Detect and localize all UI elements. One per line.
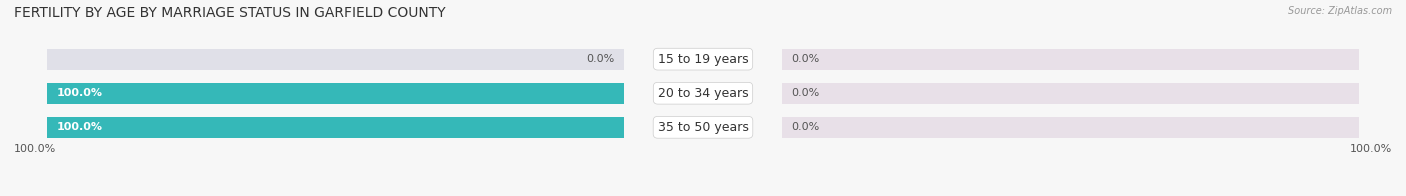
Bar — [46, 83, 624, 104]
Bar — [46, 117, 624, 138]
Text: 100.0%: 100.0% — [14, 144, 56, 154]
Bar — [782, 117, 1360, 138]
Text: 0.0%: 0.0% — [792, 54, 820, 64]
Text: 0.0%: 0.0% — [792, 122, 820, 132]
Text: 15 to 19 years: 15 to 19 years — [658, 53, 748, 66]
Text: 20 to 34 years: 20 to 34 years — [658, 87, 748, 100]
Text: 100.0%: 100.0% — [56, 88, 103, 98]
Text: 100.0%: 100.0% — [1350, 144, 1392, 154]
Bar — [782, 49, 1360, 70]
Bar — [46, 49, 624, 70]
Text: Source: ZipAtlas.com: Source: ZipAtlas.com — [1288, 6, 1392, 16]
Text: 35 to 50 years: 35 to 50 years — [658, 121, 748, 134]
Text: 0.0%: 0.0% — [792, 88, 820, 98]
Text: 0.0%: 0.0% — [586, 54, 614, 64]
Bar — [46, 83, 624, 104]
Text: FERTILITY BY AGE BY MARRIAGE STATUS IN GARFIELD COUNTY: FERTILITY BY AGE BY MARRIAGE STATUS IN G… — [14, 6, 446, 20]
Bar — [782, 83, 1360, 104]
Bar — [46, 117, 624, 138]
Text: 100.0%: 100.0% — [56, 122, 103, 132]
